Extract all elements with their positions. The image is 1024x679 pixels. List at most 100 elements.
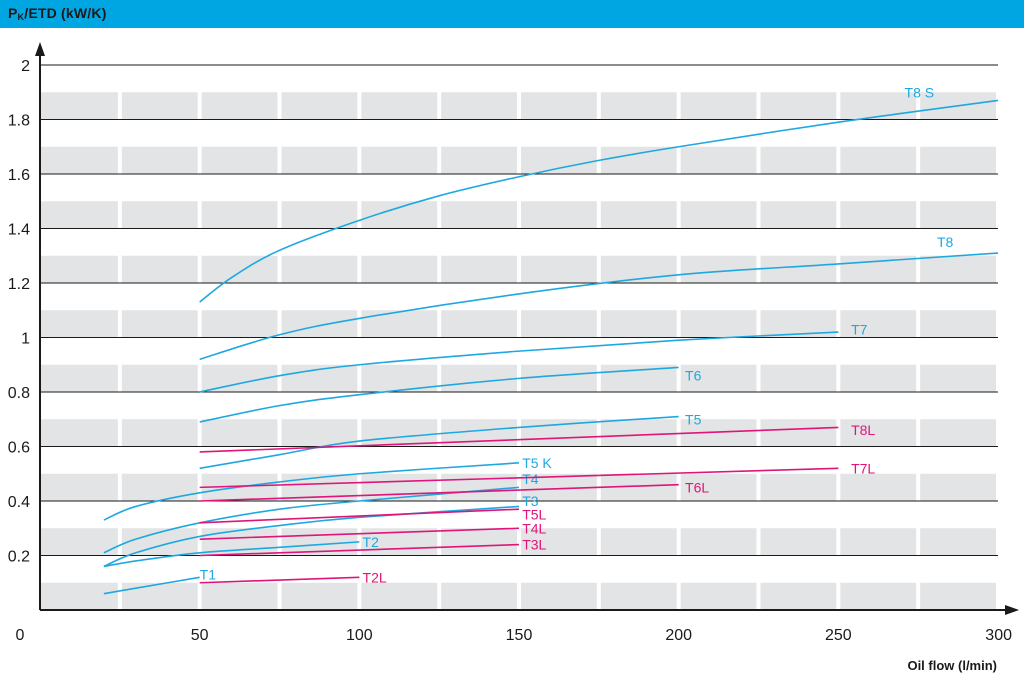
grid-band-cell [40, 201, 118, 229]
grid-band-cell [760, 528, 837, 556]
y-tick-label: 2 [21, 58, 30, 75]
series-line-t8-s [199, 99, 999, 303]
grid-band-cell [840, 528, 917, 556]
grid-band-cell [760, 201, 837, 229]
grid-band-cell [201, 255, 278, 283]
grid-band-cell [600, 582, 677, 610]
grid-band-cell [521, 310, 597, 338]
grid-band-cell [201, 582, 278, 610]
series-line-t5 [199, 415, 679, 470]
series-line-t7l [199, 467, 839, 489]
grid-band-cell [521, 92, 597, 120]
header-bar [0, 0, 1024, 28]
grid-band-cell [121, 146, 198, 174]
grid-band-cell [840, 310, 917, 338]
grid-band-cell [521, 364, 597, 392]
grid-band-cell [920, 310, 996, 338]
series-label-t1: T1 [200, 567, 217, 583]
grid-band-cell [840, 255, 917, 283]
grid-band-cell [121, 92, 198, 120]
x-axis-title: Oil flow (l/min) [907, 658, 997, 673]
grid-band-cell [840, 582, 917, 610]
series-line-t4 [103, 486, 520, 554]
grid-band-cell [521, 255, 597, 283]
series-label-t7: T7 [851, 321, 868, 337]
series-label-t3l: T3L [522, 537, 546, 553]
grid-band-cell [840, 201, 917, 229]
grid-band-cell [441, 528, 517, 556]
grid-band-cell [840, 146, 917, 174]
grid-band-cell [920, 146, 996, 174]
grid-band-cell [840, 364, 917, 392]
grid-band-cell [680, 582, 757, 610]
x-tick-label: 250 [825, 627, 852, 644]
y-tick-label: 1.8 [8, 113, 30, 130]
grid-band-cell [121, 255, 198, 283]
grid-band-cell [40, 310, 118, 338]
series-line-t7 [199, 331, 839, 393]
grid-band-cell [441, 92, 517, 120]
series-label-t8-s: T8 S [905, 84, 935, 100]
grid-band-cell [40, 473, 118, 501]
grid-band-cell [281, 255, 358, 283]
grid-band-cell [281, 310, 358, 338]
y-title-main: P [8, 5, 18, 21]
y-tick-label: 0.2 [8, 549, 30, 566]
series-label-t8: T8 [937, 234, 954, 250]
series-line-t6 [199, 366, 679, 423]
x-axis-arrow [1005, 605, 1019, 615]
y-title-rest: /ETD (kW/K) [24, 5, 107, 21]
grid-band-cell [680, 528, 757, 556]
y-tick-label: 1 [21, 331, 30, 348]
grid-band-cell [680, 146, 757, 174]
y-tick-label: 0.8 [8, 385, 30, 402]
grid-band-cell [441, 201, 517, 229]
series-line-t6l [199, 483, 679, 502]
grid-band-cell [361, 419, 438, 447]
y-tick-label: 1.6 [8, 167, 30, 184]
x-tick-label: 300 [985, 627, 1012, 644]
grid-band-cell [121, 201, 198, 229]
grid-band-cell [521, 146, 597, 174]
grid-band-cell [760, 92, 837, 120]
grid-band-cell [361, 310, 438, 338]
series-line-t5l [199, 508, 520, 524]
series-line-t3l [199, 543, 520, 557]
series-label-t5-k: T5 K [522, 455, 552, 471]
y-axis-title: PK/ETD (kW/K) [8, 5, 107, 22]
grid-band-cell [760, 473, 837, 501]
grid-band-cell [680, 473, 757, 501]
grid-band-cell [680, 310, 757, 338]
grid-band-cell [121, 473, 198, 501]
grid-band-cell [920, 364, 996, 392]
grid-band-cell [441, 310, 517, 338]
grid-band-cell [920, 255, 996, 283]
y-tick-label: 0.4 [8, 494, 30, 511]
grid-band-cell [40, 528, 118, 556]
grid-band-cell [840, 92, 917, 120]
grid-band-cell [361, 92, 438, 120]
grid-band-cell [760, 255, 837, 283]
grid-band-cell [441, 364, 517, 392]
grid-band-cell [281, 146, 358, 174]
y-title-sub: K [17, 12, 25, 22]
x-tick-label: 200 [665, 627, 692, 644]
grid-band-cell [521, 582, 597, 610]
series-label-t2l: T2L [363, 569, 387, 585]
x-tick-label: 100 [346, 627, 373, 644]
grid-band-cell [840, 473, 917, 501]
x-tick-label: 50 [191, 627, 209, 644]
grid-band-cell [600, 419, 677, 447]
grid-band-cell [760, 146, 837, 174]
y-tick-label: 1.2 [8, 276, 30, 293]
grid-band-cell [201, 146, 278, 174]
grid-band-cell [281, 582, 358, 610]
grid-band-cell [40, 582, 118, 610]
grid-band-cell [281, 201, 358, 229]
grid-band-cell [600, 146, 677, 174]
series-label-t5l: T5L [522, 507, 546, 523]
y-tick-label: 1.4 [8, 222, 30, 239]
x-tick-label: 150 [506, 627, 533, 644]
grid-band-cell [920, 419, 996, 447]
grid-band-cell [521, 528, 597, 556]
